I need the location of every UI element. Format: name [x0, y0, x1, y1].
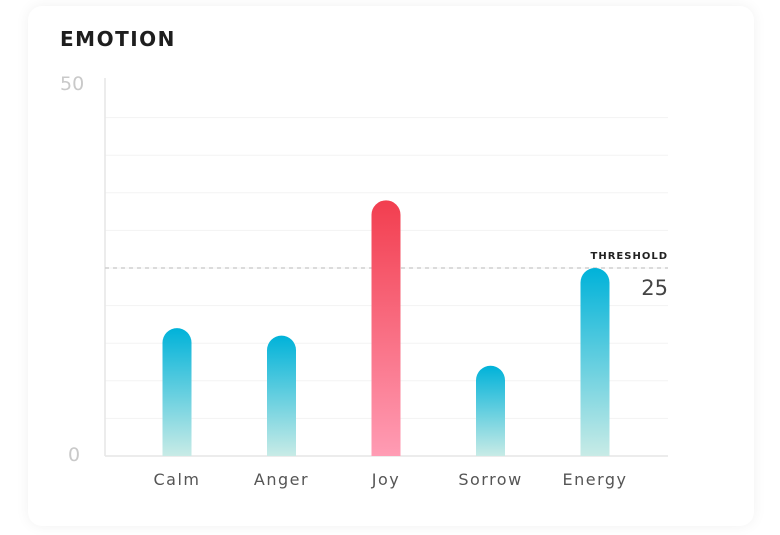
bar-anger [267, 335, 296, 456]
bar-energy [580, 268, 610, 456]
bar-joy [371, 200, 401, 456]
category-label-anger: Anger [254, 470, 309, 489]
chart-title: EMOTION [60, 27, 176, 51]
bar-sorrow [476, 365, 505, 456]
y-tick-max: 50 [60, 73, 84, 95]
y-tick-min: 0 [68, 444, 80, 466]
bar-calm [162, 328, 192, 456]
threshold-label: THRESHOLD [591, 251, 668, 262]
threshold-value: 25 [641, 276, 668, 300]
category-label-calm: Calm [153, 470, 200, 489]
category-label-sorrow: Sorrow [458, 470, 522, 489]
category-label-energy: Energy [562, 470, 627, 489]
category-label-joy: Joy [371, 470, 400, 489]
